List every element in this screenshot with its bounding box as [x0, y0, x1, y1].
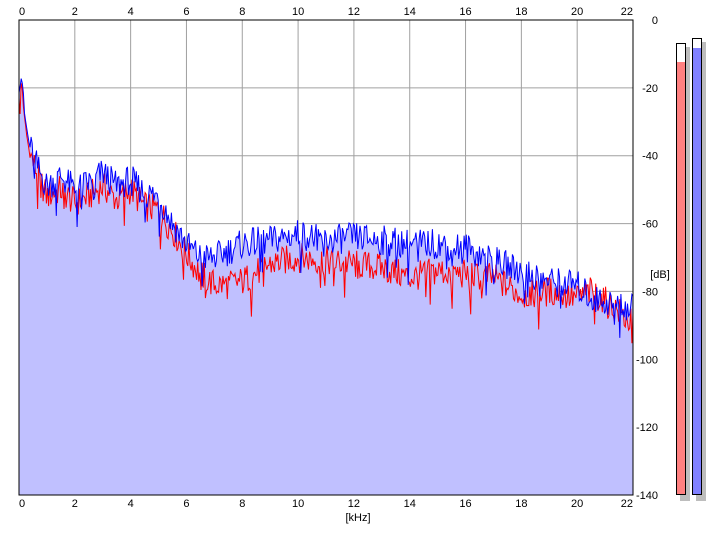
x-tick-label-bottom: 18	[515, 498, 527, 510]
y-tick-label: 0	[652, 15, 658, 27]
x-tick-label-bottom: 2	[72, 498, 78, 510]
x-tick-label-bottom: 10	[292, 498, 304, 510]
tick-labels: 002244668810101212141416161818202022220-…	[19, 6, 658, 510]
x-tick-label-bottom: 0	[19, 498, 25, 510]
x-tick-label-bottom: 22	[621, 498, 633, 510]
x-tick-label-top: 14	[404, 6, 416, 18]
y-tick-label: -100	[636, 354, 658, 366]
x-tick-label-bottom: 4	[128, 498, 134, 510]
series-line-left-channel	[18, 83, 634, 344]
x-tick-label-bottom: 14	[404, 498, 416, 510]
plot-border	[18, 19, 634, 496]
x-tick-label-top: 6	[183, 6, 189, 18]
meter-right-channel	[692, 38, 702, 495]
x-axis-label: [kHz]	[345, 512, 370, 524]
meter-left-channel	[676, 43, 686, 495]
x-tick-label-top: 2	[72, 6, 78, 18]
x-tick-label-top: 18	[515, 6, 527, 18]
x-tick-label-top: 0	[19, 6, 25, 18]
x-tick-label-bottom: 20	[571, 498, 583, 510]
y-tick-label: -120	[636, 422, 658, 434]
spectrum-lines	[18, 78, 634, 344]
x-tick-label-top: 4	[128, 6, 134, 18]
x-tick-label-top: 8	[239, 6, 245, 18]
x-tick-label-top: 12	[348, 6, 360, 18]
x-tick-label-top: 16	[459, 6, 471, 18]
x-tick-label-bottom: 8	[239, 498, 245, 510]
x-tick-label-top: 22	[621, 6, 633, 18]
x-tick-label-top: 20	[571, 6, 583, 18]
x-tick-label-bottom: 6	[183, 498, 189, 510]
y-tick-label: -20	[642, 83, 658, 95]
y-tick-label: -140	[636, 490, 658, 502]
series-line-right-channel	[18, 78, 634, 338]
y-tick-label: -40	[642, 151, 658, 163]
x-tick-label-bottom: 16	[459, 498, 471, 510]
y-tick-label: -80	[642, 286, 658, 298]
spectrum-area	[19, 78, 633, 495]
y-tick-label: -60	[642, 219, 658, 231]
y-axis-label: [dB]	[650, 269, 670, 281]
spectrum-fill	[19, 78, 633, 495]
x-tick-label-bottom: 12	[348, 498, 360, 510]
x-tick-label-top: 10	[292, 6, 304, 18]
